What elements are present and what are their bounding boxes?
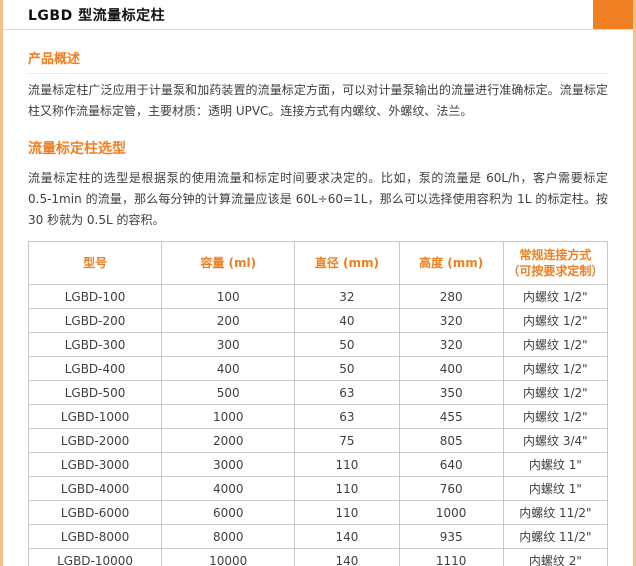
table-cell: 32 <box>294 284 400 310</box>
table-cell: 内螺纹 1/2" <box>502 404 609 430</box>
table-cell: 140 <box>294 548 400 566</box>
table-cell: 4000 <box>161 476 296 502</box>
table-cell: 10000 <box>161 548 296 566</box>
table-cell: 63 <box>294 404 400 430</box>
table-cell: 640 <box>398 452 504 478</box>
table-row: LGBD-4000 4000 110 760 内螺纹 1" <box>27 476 609 502</box>
table-cell: 300 <box>161 332 296 358</box>
table-row: LGBD-300 300 50 320 内螺纹 1/2" <box>27 332 609 358</box>
table-row: LGBD-3000 3000 110 640 内螺纹 1" <box>27 452 609 478</box>
table-cell: LGBD-1000 <box>27 404 163 430</box>
table-cell: 内螺纹 2" <box>502 548 609 566</box>
table-row: LGBD-6000 6000 110 1000 内螺纹 11/2" <box>27 500 609 526</box>
table-cell: 3000 <box>161 452 296 478</box>
table-cell: 455 <box>398 404 504 430</box>
table-cell: 760 <box>398 476 504 502</box>
table-cell: 50 <box>294 356 400 382</box>
table-cell: 1000 <box>398 500 504 526</box>
table-cell: 110 <box>294 500 400 526</box>
overview-paragraph: 流量标定柱广泛应用于计量泵和加药装置的流量标定方面，可以对计量泵输出的流量进行准… <box>28 83 608 118</box>
table-cell: 500 <box>161 380 296 406</box>
table-cell: 1000 <box>161 404 296 430</box>
col-header-height: 高度 (mm) <box>398 240 504 286</box>
col-header-diameter: 直径 (mm) <box>294 240 400 286</box>
table-cell: LGBD-100 <box>27 284 163 310</box>
table-row: LGBD-200 200 40 320 内螺纹 1/2" <box>27 308 609 334</box>
table-header-row: 型号 容量 (ml) 直径 (mm) 高度 (mm) 常规连接方式 （可按要求定… <box>27 240 609 286</box>
table-cell: 805 <box>398 428 504 454</box>
table-cell: 6000 <box>161 500 296 526</box>
table-cell: 内螺纹 11/2" <box>502 524 609 550</box>
overview-section: 产品概述 流量标定柱广泛应用于计量泵和加药装置的流量标定方面，可以对计量泵输出的… <box>28 42 608 122</box>
table-cell: LGBD-3000 <box>27 452 163 478</box>
table-cell: 140 <box>294 524 400 550</box>
table-row: LGBD-500 500 63 350 内螺纹 1/2" <box>27 380 609 406</box>
selection-heading: 流量标定柱选型 <box>28 141 126 157</box>
selection-paragraph: 流量标定柱的选型是根据泵的使用流量和标定时间要求决定的。比如，泵的流量是 60L… <box>28 171 608 227</box>
table-cell: LGBD-10000 <box>27 548 163 566</box>
table-row: LGBD-100 100 32 280 内螺纹 1/2" <box>27 284 609 310</box>
table-cell: LGBD-400 <box>27 356 163 382</box>
table-cell: 内螺纹 3/4" <box>502 428 609 454</box>
overview-heading: 产品概述 <box>28 42 608 74</box>
table-cell: 内螺纹 1" <box>502 452 609 478</box>
table-cell: 100 <box>161 284 296 310</box>
header-accent-block <box>593 0 633 29</box>
table-row: LGBD-2000 2000 75 805 内螺纹 3/4" <box>27 428 609 454</box>
table-cell: 内螺纹 1/2" <box>502 308 609 334</box>
spec-table-body: LGBD-100 100 32 280 内螺纹 1/2" LGBD-200 200 40 320… <box>27 284 609 566</box>
table-cell: 50 <box>294 332 400 358</box>
table-cell: 内螺纹 1/2" <box>502 356 609 382</box>
table-cell: 内螺纹 1/2" <box>502 332 609 358</box>
table-cell: LGBD-6000 <box>27 500 163 526</box>
table-cell: LGBD-2000 <box>27 428 163 454</box>
col-header-capacity: 容量 (ml) <box>161 240 296 286</box>
table-cell: 320 <box>398 308 504 334</box>
table-cell: LGBD-8000 <box>27 524 163 550</box>
content-area: 产品概述 流量标定柱广泛应用于计量泵和加药装置的流量标定方面，可以对计量泵输出的… <box>3 30 633 566</box>
selection-section: 流量标定柱选型 流量标定柱的选型是根据泵的使用流量和标定时间要求决定的。比如，泵… <box>28 132 608 231</box>
table-cell: 935 <box>398 524 504 550</box>
table-cell: 400 <box>161 356 296 382</box>
table-cell: 75 <box>294 428 400 454</box>
table-cell: 40 <box>294 308 400 334</box>
page-header: LGBD 型流量标定柱 <box>3 0 633 30</box>
table-cell: 1110 <box>398 548 504 566</box>
table-cell: 110 <box>294 452 400 478</box>
table-row: LGBD-400 400 50 400 内螺纹 1/2" <box>27 356 609 382</box>
table-cell: LGBD-4000 <box>27 476 163 502</box>
page-title: LGBD 型流量标定柱 <box>28 7 166 24</box>
table-cell: 内螺纹 1" <box>502 476 609 502</box>
table-row: LGBD-8000 8000 140 935 内螺纹 11/2" <box>27 524 609 550</box>
table-cell: 200 <box>161 308 296 334</box>
col-header-model: 型号 <box>27 240 163 286</box>
table-cell: LGBD-500 <box>27 380 163 406</box>
table-cell: 280 <box>398 284 504 310</box>
table-cell: 内螺纹 11/2" <box>502 500 609 526</box>
table-cell: 内螺纹 1/2" <box>502 380 609 406</box>
table-cell: LGBD-300 <box>27 332 163 358</box>
table-row: LGBD-10000 10000 140 1110 内螺纹 2" <box>27 548 609 566</box>
table-cell: 320 <box>398 332 504 358</box>
table-cell: 2000 <box>161 428 296 454</box>
table-cell: 110 <box>294 476 400 502</box>
table-cell: 8000 <box>161 524 296 550</box>
table-cell: 内螺纹 1/2" <box>502 284 609 310</box>
table-cell: 350 <box>398 380 504 406</box>
table-cell: 400 <box>398 356 504 382</box>
spec-table: 型号 容量 (ml) 直径 (mm) 高度 (mm) 常规连接方式 （可按要求定… <box>27 240 609 566</box>
table-cell: LGBD-200 <box>27 308 163 334</box>
table-cell: 63 <box>294 380 400 406</box>
table-row: LGBD-1000 1000 63 455 内螺纹 1/2" <box>27 404 609 430</box>
col-header-connection: 常规连接方式 （可按要求定制） <box>502 240 609 286</box>
